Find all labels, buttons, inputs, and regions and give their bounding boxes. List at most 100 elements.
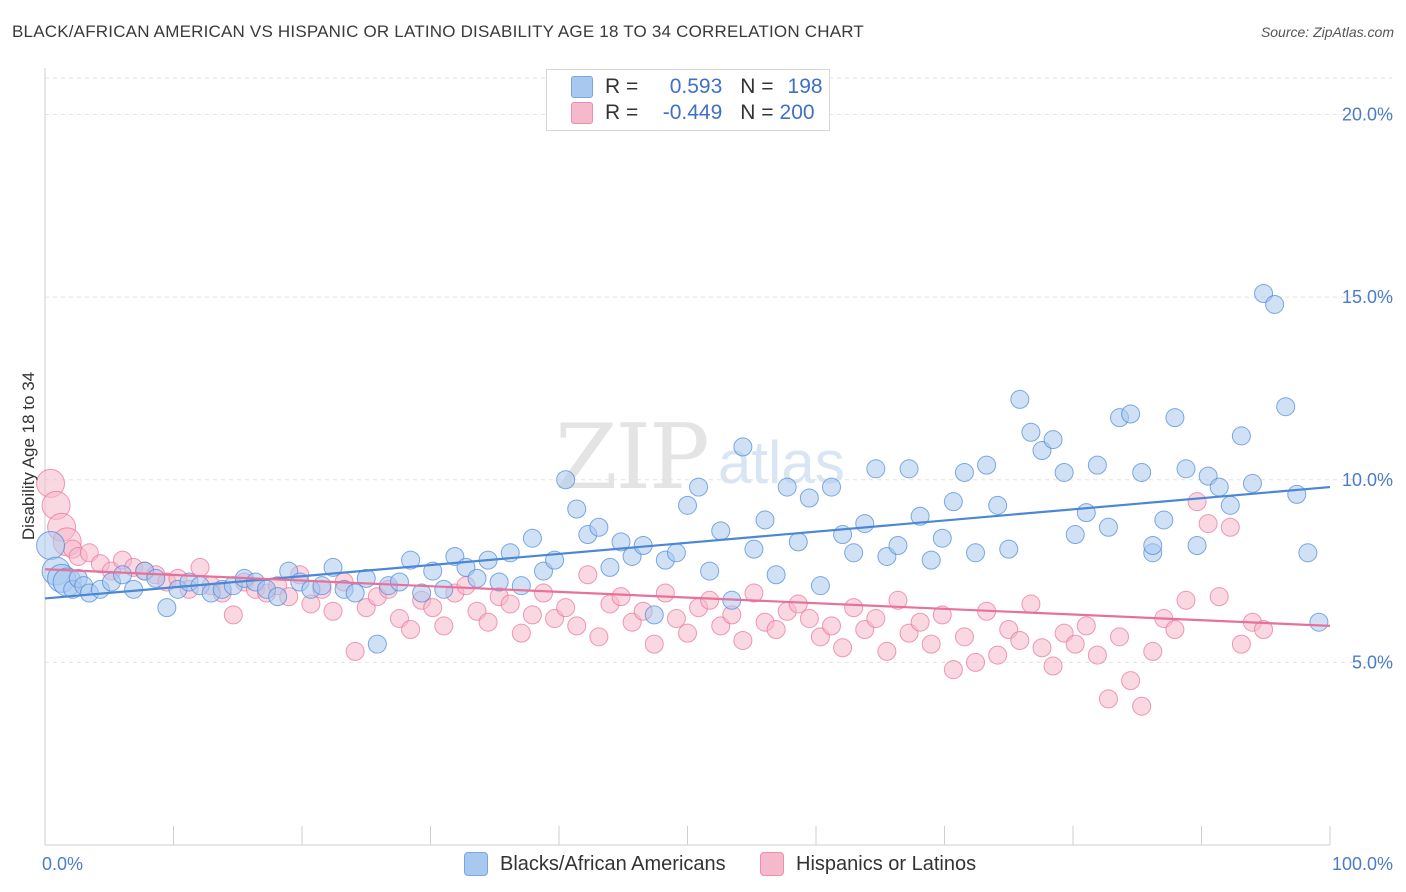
- hispanic-data-point: [190, 557, 210, 577]
- hispanic-data-point: [1132, 696, 1152, 716]
- hispanic-data-point: [644, 634, 664, 654]
- black-data-point: [1143, 536, 1163, 556]
- black-data-point: [323, 557, 343, 577]
- legend-r-value-hispanic: -0.449: [662, 101, 723, 124]
- black-data-point: [1010, 389, 1030, 409]
- hispanic-data-point: [1032, 638, 1052, 658]
- hispanic-data-point: [1010, 630, 1030, 650]
- chart-source: Source: ZipAtlas.com: [1260, 24, 1394, 40]
- legend-r-label: R =: [605, 75, 639, 98]
- black-data-point: [556, 470, 576, 490]
- black-data-point: [1298, 543, 1318, 563]
- black-data-point: [910, 506, 930, 526]
- black-data-point: [1076, 503, 1096, 523]
- legend-n-label: N =: [740, 75, 774, 98]
- hispanic-data-point: [556, 598, 576, 618]
- black-data-point: [567, 499, 587, 519]
- hispanic-data-point: [434, 616, 454, 636]
- hispanic-data-point: [323, 601, 343, 621]
- y-tick-label: 15.0%: [1342, 287, 1393, 307]
- bottom-legend-swatch-black: [464, 852, 488, 876]
- black-data-point: [511, 576, 531, 596]
- hispanic-data-point: [423, 598, 443, 618]
- black-data-point: [1242, 473, 1262, 493]
- hispanic-data-point: [866, 609, 886, 629]
- legend-row-black: R = 0.593 N = 198: [547, 74, 823, 100]
- black-data-point: [678, 495, 697, 515]
- black-data-point: [1220, 495, 1240, 515]
- hispanic-data-point: [567, 616, 587, 636]
- black-data-point: [921, 550, 941, 570]
- y-tick-label: 20.0%: [1342, 105, 1393, 125]
- bottom-legend-hispanic: Hispanics or Latinos: [760, 851, 976, 877]
- black-data-point: [1087, 455, 1107, 475]
- hispanic-data-point: [533, 583, 553, 603]
- hispanic-data-point: [522, 605, 542, 625]
- black-data-point: [988, 495, 1008, 515]
- black-data-point: [489, 572, 509, 592]
- black-data-point: [1054, 462, 1074, 482]
- black-data-point: [113, 565, 133, 585]
- black-data-point: [1165, 408, 1185, 428]
- hispanic-data-point: [888, 590, 908, 610]
- black-data-point: [766, 565, 786, 585]
- hispanic-data-point: [678, 623, 697, 643]
- y-axis-label: Disability Age 18 to 34: [19, 372, 38, 540]
- black-data-point: [1187, 536, 1207, 556]
- hispanic-data-point: [666, 609, 686, 629]
- black-data-point: [467, 568, 487, 588]
- black-data-point: [954, 462, 974, 482]
- black-data-point: [733, 437, 753, 457]
- black-data-point: [744, 539, 764, 559]
- black-data-point: [689, 477, 709, 497]
- black-data-point: [1265, 294, 1285, 314]
- black-data-point: [1209, 477, 1229, 497]
- hispanic-data-point: [799, 609, 819, 629]
- black-data-point: [401, 550, 421, 570]
- hispanic-data-point: [988, 645, 1008, 665]
- black-data-point: [600, 557, 620, 577]
- hispanic-data-point: [877, 641, 897, 661]
- legend-n-value-hispanic: 200: [779, 101, 815, 124]
- black-data-point: [146, 568, 166, 588]
- hispanic-data-point: [1254, 620, 1274, 640]
- black-data-point: [755, 510, 775, 530]
- hispanic-data-point: [943, 660, 963, 680]
- hispanic-data-point: [700, 590, 720, 610]
- legend-row-hispanic: R = -0.449 N = 200: [547, 100, 815, 126]
- chart-title: BLACK/AFRICAN AMERICAN VS HISPANIC OR LA…: [12, 22, 864, 41]
- hispanic-data-point: [1121, 671, 1141, 691]
- bottom-legend-swatch-hispanic: [760, 852, 784, 876]
- black-data-point: [345, 583, 365, 603]
- black-data-point: [367, 634, 387, 654]
- black-data-point: [866, 459, 886, 479]
- legend-n-value-black: 198: [787, 75, 823, 98]
- legend-r-value-black: 0.593: [669, 75, 723, 98]
- axes: [44, 68, 1331, 846]
- hispanic-data-point: [822, 616, 842, 636]
- hispanic-trend-line: [44, 568, 1331, 627]
- hispanic-data-point: [966, 652, 986, 672]
- black-data-point: [855, 514, 875, 534]
- hispanic-data-point: [611, 587, 631, 607]
- hispanic-data-point: [766, 620, 786, 640]
- hispanic-data-point: [1187, 492, 1207, 512]
- black-data-point: [644, 605, 664, 625]
- black-data-point: [899, 459, 919, 479]
- black-data-point: [1276, 397, 1296, 417]
- hispanic-data-point: [511, 623, 531, 643]
- y-tick-label: 5.0%: [1352, 652, 1393, 672]
- black-data-point: [966, 543, 986, 563]
- black-data-point: [844, 543, 864, 563]
- black-data-point: [157, 598, 177, 618]
- black-data-point: [977, 455, 997, 475]
- hispanic-data-point: [223, 605, 243, 625]
- hispanic-data-point: [589, 627, 609, 647]
- black-data-point: [788, 532, 808, 552]
- black-data-point: [1176, 459, 1196, 479]
- legend-swatch-black: [571, 76, 593, 98]
- legend-r-label: R =: [605, 101, 639, 124]
- hispanic-data-point: [1176, 590, 1196, 610]
- black-data-point: [389, 572, 409, 592]
- black-data-point: [1121, 404, 1141, 424]
